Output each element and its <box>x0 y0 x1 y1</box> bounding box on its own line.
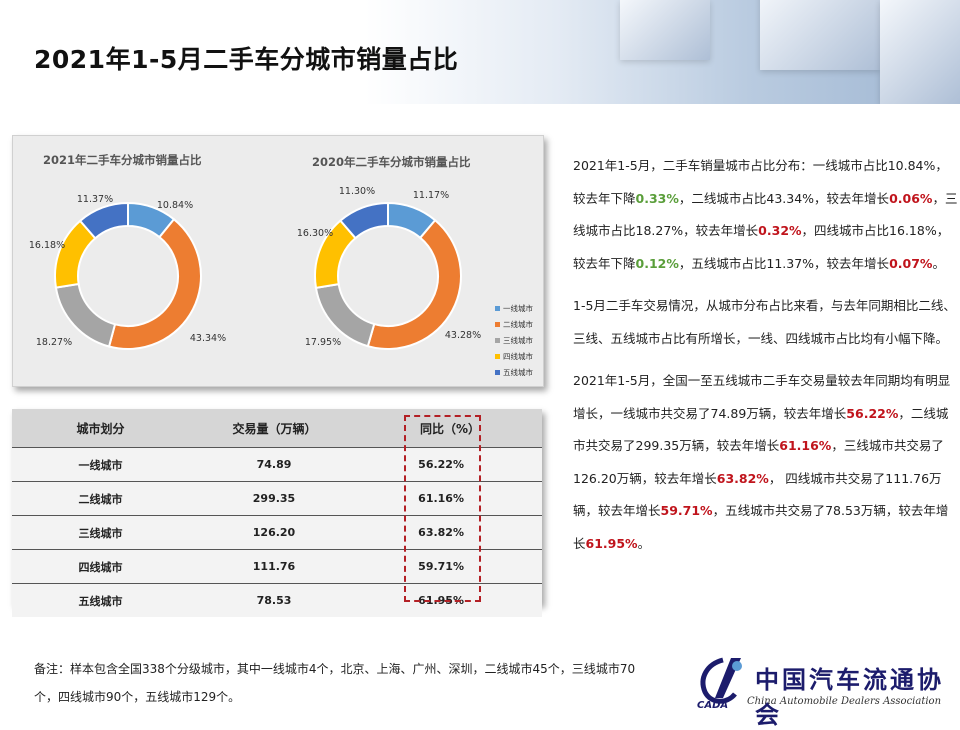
logo-abbr: CADA <box>697 700 729 711</box>
highlight-value: 61.95% <box>585 535 638 551</box>
slice-label: 17.95% <box>305 337 341 348</box>
text-segment: 。 <box>637 535 651 551</box>
analysis-paragraph-2: 1-5月二手车交易情况，从城市分布占比来看，与去年同期相比二线、三线、五线城市占… <box>573 298 956 346</box>
slice-label: 43.28% <box>445 330 481 341</box>
donut-slice <box>107 217 202 350</box>
highlight-value: 0.32% <box>758 223 802 238</box>
table-cell: 59.71% <box>360 549 542 584</box>
data-table: 城市划分 交易量（万辆） 同比（%） 一线城市 74.89 56.22% 二线城市 299.… <box>12 409 542 617</box>
legend-label: 一线城市 <box>503 303 533 313</box>
text-segment: 2021年1-5月，全国一至五线城市二手车交易量较去年同期均有明显增长，一线城市… <box>573 373 951 421</box>
table-cell: 四线城市 <box>12 549 189 584</box>
table-cell: 78.53 <box>189 583 360 617</box>
cada-emblem-icon <box>700 657 742 704</box>
highlight-value: 0.06% <box>889 190 933 206</box>
yoy-highlight-box <box>404 415 481 602</box>
table-cell: 61.16% <box>360 481 542 516</box>
banner-decoration <box>760 0 880 70</box>
table-cell: 111.76 <box>189 549 360 584</box>
slice-label: 43.34% <box>190 333 226 344</box>
table-cell: 299.35 <box>189 481 360 516</box>
text-segment: ，二线城市占比43.34%，较去年增长 <box>678 190 890 206</box>
logo-name: 中国汽车流通协会 <box>755 665 944 729</box>
table-header-row: 城市划分 交易量（万辆） 同比（%） <box>12 409 542 448</box>
text-segment: ，三线城市共交易了126.20万辆，较去年增长 <box>573 438 944 486</box>
page-title: 2021年1-5月二手车分城市销量占比 <box>34 45 459 74</box>
text-segment: ，五线城市占比11.37%，较去年增长 <box>678 255 890 271</box>
city-volume-table: 城市划分 交易量（万辆） 同比（%） 一线城市 74.89 56.22% 二线城市 299.… <box>12 409 542 617</box>
text-segment: 2021年1-5月，二手车销量城市占比分布：一线城市占比10.84%，较去年下降 <box>573 158 948 206</box>
highlight-value: 0.33% <box>635 190 679 206</box>
highlight-value: 0.12% <box>635 255 679 271</box>
table-cell: 63.82% <box>360 515 542 550</box>
analysis-paragraph-3: 2021年1-5月，全国一至五线城市二手车交易量较去年同期均有明显增长，一线城市… <box>573 365 958 560</box>
header-banner <box>0 0 960 104</box>
text-segment: ，三线城市占比18.27%，较去年增长 <box>573 190 958 239</box>
highlight-value: 56.22% <box>846 405 899 421</box>
legend-swatch <box>495 306 500 311</box>
slice-label: 11.30% <box>339 186 375 197</box>
slice-label: 11.37% <box>77 194 113 205</box>
table-row: 三线城市 126.20 63.82% <box>12 515 542 550</box>
highlight-value: 63.82% <box>716 470 769 486</box>
table-cell: 五线城市 <box>12 583 189 617</box>
donut-charts-panel: 2021年二手车分城市销量占比 10.84% 43.34% 18.27% 16.18% 1… <box>12 135 544 387</box>
table-cell: 56.22% <box>360 447 542 482</box>
table-cell: 二线城市 <box>12 481 189 516</box>
legend-swatch <box>495 322 500 327</box>
text-segment: ，四线城市占比16.18%，较去年下降 <box>573 223 950 271</box>
table-row: 五线城市 78.53 61.95% <box>12 583 542 617</box>
donut-slice <box>339 201 389 240</box>
analysis-text: 2021年1-5月，二手车销量城市占比分布：一线城市占比10.84%，较去年下降… <box>573 150 958 570</box>
highlight-value: 61.16% <box>779 438 832 453</box>
slice-label: 18.27% <box>36 337 72 348</box>
table-header-cell: 交易量（万辆） <box>189 409 360 448</box>
donut-title: 2021年二手车分城市销量占比 <box>43 153 202 167</box>
legend-swatch <box>495 338 500 343</box>
legend-swatch <box>495 370 500 375</box>
table-cell: 三线城市 <box>12 515 189 550</box>
text-segment: ，五线城市共交易了78.53万辆，较去年增长 <box>573 503 949 551</box>
banner-decoration <box>620 0 710 60</box>
cada-logo: CADA 中国汽车流通协会 China Automobile Dealers A… <box>693 654 953 729</box>
donut-charts: 2021年二手车分城市销量占比 10.84% 43.34% 18.27% 16.18% 1… <box>29 153 534 377</box>
highlight-value: 59.71% <box>660 503 713 518</box>
analysis-paragraph-1: 2021年1-5月，二手车销量城市占比分布：一线城市占比10.84%，较去年下降… <box>573 150 958 280</box>
table-cell: 61.95% <box>360 583 542 617</box>
slice-label: 16.18% <box>29 240 65 251</box>
text-segment: ，二线城市共交易了299.35万辆，较去年增长 <box>573 405 949 454</box>
text-segment: 。 <box>932 255 945 271</box>
highlight-value: 0.07% <box>889 255 933 271</box>
table-cell: 126.20 <box>189 515 360 550</box>
table-row: 四线城市 111.76 59.71% <box>12 549 542 584</box>
table-row: 二线城市 299.35 61.16% <box>12 481 542 516</box>
slice-label: 11.17% <box>413 190 449 201</box>
donut-title: 2020年二手车分城市销量占比 <box>312 155 471 169</box>
legend-label: 二线城市 <box>503 319 533 329</box>
table-row: 一线城市 74.89 56.22% <box>12 447 542 482</box>
table-cell: 74.89 <box>189 447 360 482</box>
slice-label: 10.84% <box>157 200 193 211</box>
donut-slice <box>78 201 129 240</box>
legend-label: 四线城市 <box>503 351 533 361</box>
legend-label: 五线城市 <box>503 367 533 377</box>
legend-label: 三线城市 <box>503 335 533 345</box>
footnote: 备注：样本包含全国338个分级城市，其中一线城市4个，北京、上海、广州、深圳，二… <box>34 662 636 704</box>
table-header-cell: 城市划分 <box>12 409 189 448</box>
legend-swatch <box>495 354 500 359</box>
text-segment: ， 四线城市共交易了111.76万辆，较去年增长 <box>573 470 942 519</box>
table-cell: 一线城市 <box>12 447 189 482</box>
banner-decoration <box>880 0 960 104</box>
logo-subtitle: China Automobile Dealers Association <box>747 696 942 707</box>
slice-label: 16.30% <box>297 228 333 239</box>
